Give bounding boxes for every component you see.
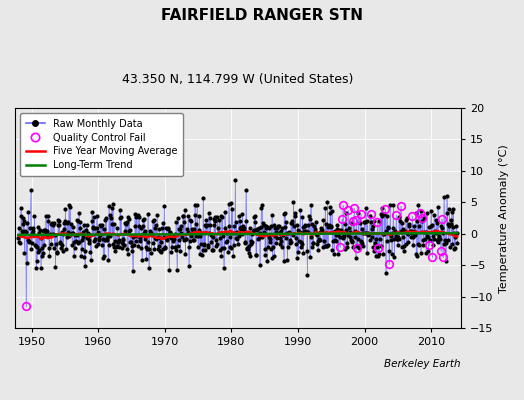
Legend: Raw Monthly Data, Quality Control Fail, Five Year Moving Average, Long-Term Tren: Raw Monthly Data, Quality Control Fail, … [20, 113, 183, 176]
Y-axis label: Temperature Anomaly (°C): Temperature Anomaly (°C) [499, 144, 509, 292]
Text: FAIRFIELD RANGER STN: FAIRFIELD RANGER STN [161, 8, 363, 23]
Title: 43.350 N, 114.799 W (United States): 43.350 N, 114.799 W (United States) [122, 73, 354, 86]
Text: Berkeley Earth: Berkeley Earth [385, 359, 461, 369]
